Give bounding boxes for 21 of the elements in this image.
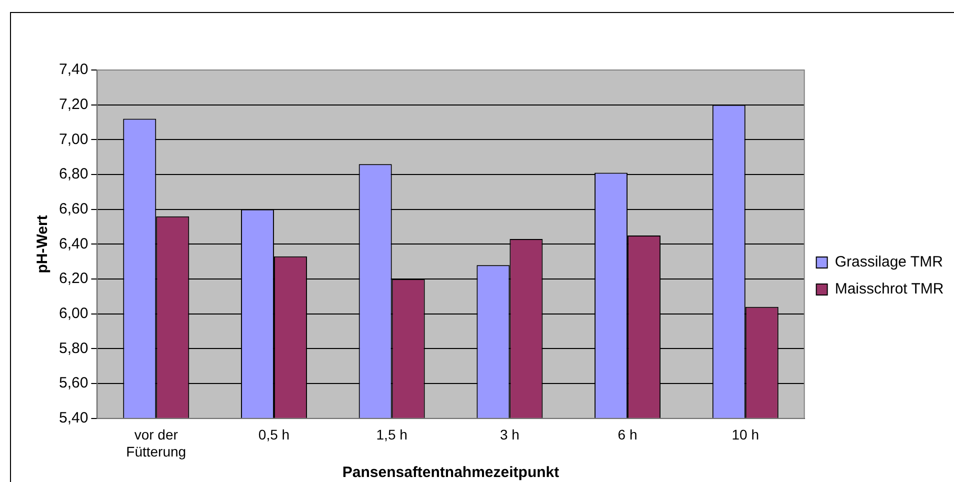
y-tick-label: 5,80 <box>58 340 88 357</box>
y-tick-label: 5,40 <box>58 410 88 427</box>
x-tick-label: 3 h <box>500 426 520 443</box>
y-tick-label: 5,60 <box>58 374 88 392</box>
x-tick-label: 6 h <box>618 426 638 443</box>
x-axis-title: Pansensaftentnahmezeitpunkt <box>342 464 560 482</box>
x-tick-label: vor der Fütterung <box>126 426 186 460</box>
y-tick-label: 6,60 <box>58 200 88 218</box>
y-tick-label: 7,20 <box>58 96 88 113</box>
y-tick-label: 6,40 <box>58 235 88 252</box>
legend-label: Grassilage TMR <box>834 254 944 271</box>
y-axis-title: pH-Wert <box>34 215 52 274</box>
y-tick-label: 7,40 <box>58 61 88 78</box>
x-tick-label: 1,5 h <box>376 426 408 443</box>
x-tick-label: 0,5 h <box>258 426 290 443</box>
legend-label: Maisschrot TMR <box>834 280 944 298</box>
y-tick-label: 7,00 <box>58 130 88 148</box>
x-tick-label: 10 h <box>732 426 760 443</box>
y-tick-label: 6,00 <box>58 305 88 322</box>
y-tick-label: 6,20 <box>58 270 88 288</box>
y-tick-label: 6,80 <box>58 166 88 183</box>
